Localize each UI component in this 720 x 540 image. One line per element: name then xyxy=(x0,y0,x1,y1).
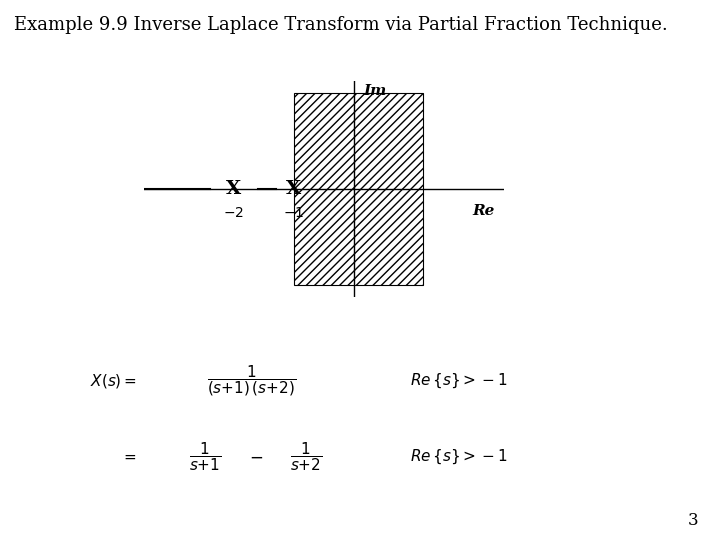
Text: $Re\,\{s\} > -1$: $Re\,\{s\} > -1$ xyxy=(410,447,508,465)
Text: X: X xyxy=(226,180,242,198)
Text: $\dfrac{1}{(s{+}1)\,(s{+}2)}$: $\dfrac{1}{(s{+}1)\,(s{+}2)}$ xyxy=(207,363,297,398)
Text: Example 9.9 Inverse Laplace Transform via Partial Fraction Technique.: Example 9.9 Inverse Laplace Transform vi… xyxy=(14,16,668,34)
Text: $\dfrac{1}{s{+}2}$: $\dfrac{1}{s{+}2}$ xyxy=(289,440,323,472)
Text: $X(s) =$: $X(s) =$ xyxy=(90,372,137,390)
Text: Re: Re xyxy=(472,204,495,218)
Bar xyxy=(294,93,423,285)
Text: $=$: $=$ xyxy=(121,449,137,464)
Text: $Re\,\{s\} > -1$: $Re\,\{s\} > -1$ xyxy=(410,372,508,390)
Text: Im: Im xyxy=(363,84,386,98)
Text: $-$: $-$ xyxy=(248,447,263,465)
Text: 3: 3 xyxy=(688,512,698,529)
Text: $\dfrac{1}{s{+}1}$: $\dfrac{1}{s{+}1}$ xyxy=(189,440,222,472)
Text: $-1$: $-1$ xyxy=(284,206,305,220)
Text: X: X xyxy=(287,180,302,198)
Text: $-2$: $-2$ xyxy=(223,206,245,220)
